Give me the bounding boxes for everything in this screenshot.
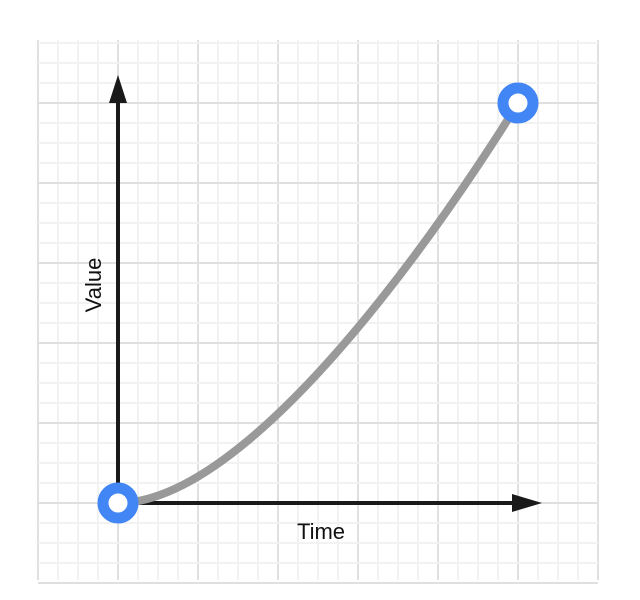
- easing-curve: [114, 99, 522, 507]
- grid: [37, 40, 599, 584]
- y-axis-label: Value: [81, 258, 106, 313]
- end-point[interactable]: [497, 82, 539, 124]
- x-axis-label: Time: [297, 519, 345, 544]
- x-axis-arrow-icon: [512, 494, 542, 512]
- y-axis-arrow-icon: [109, 75, 127, 103]
- start-point[interactable]: [97, 482, 139, 524]
